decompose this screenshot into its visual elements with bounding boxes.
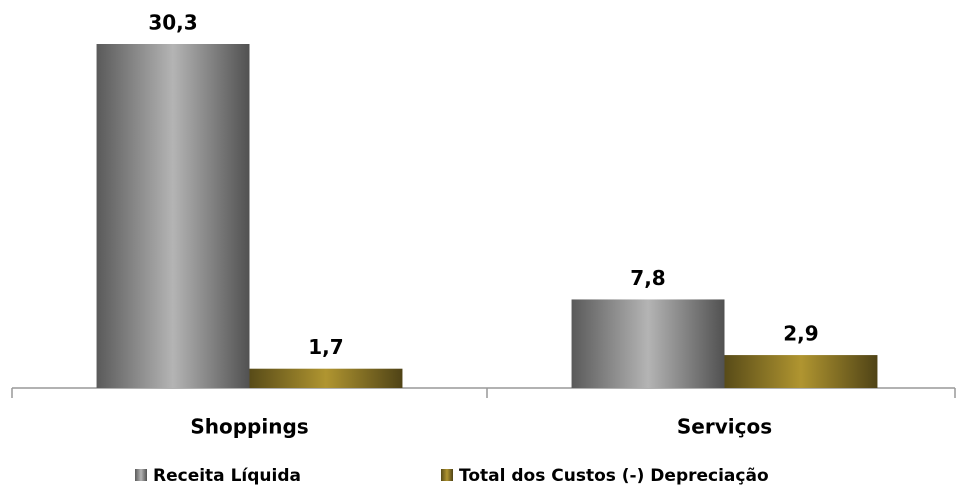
legend-label: Total dos Custos (-) Depreciação <box>459 466 769 486</box>
bar <box>96 44 250 388</box>
value-label: 1,7 <box>308 335 343 359</box>
bar <box>724 355 878 388</box>
legend-swatch <box>441 469 453 481</box>
bar <box>571 299 725 388</box>
legend-label: Receita Líquida <box>153 466 301 486</box>
value-label: 7,8 <box>630 266 665 290</box>
value-label: 2,9 <box>783 322 818 346</box>
legend-swatch <box>135 469 147 481</box>
x-tick-label: Shoppings <box>190 415 308 439</box>
bar <box>249 368 403 388</box>
x-tick-label: Serviços <box>677 415 772 439</box>
value-label: 30,3 <box>148 11 197 35</box>
